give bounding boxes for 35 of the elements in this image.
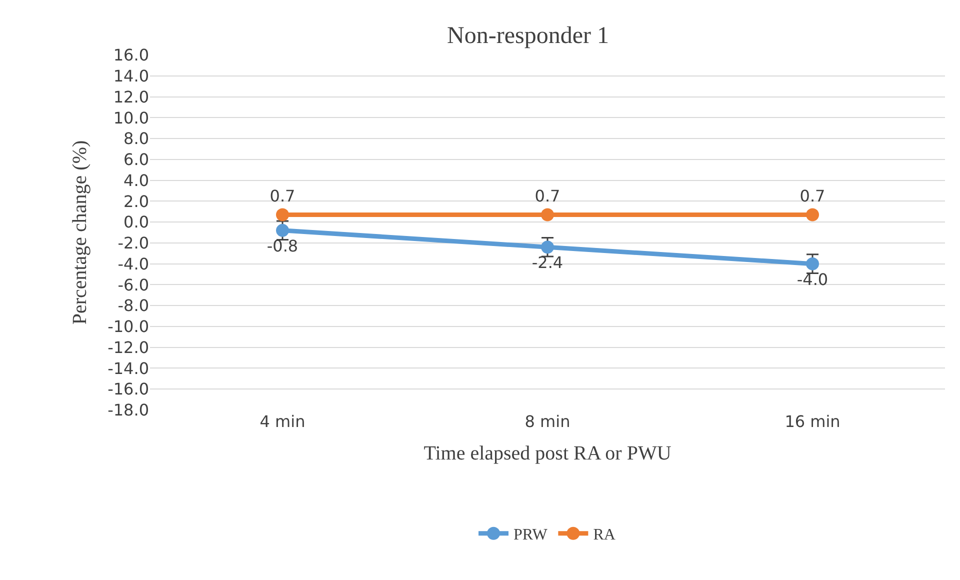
y-tick-label: -18.0 xyxy=(108,400,149,420)
chart-title: Non-responder 1 xyxy=(447,22,609,49)
y-tick-label: 14.0 xyxy=(113,66,149,86)
x-tick-label: 16 min xyxy=(784,412,840,431)
point xyxy=(541,208,554,222)
y-tick-label: -12.0 xyxy=(108,338,149,357)
y-tick-label: 8.0 xyxy=(124,129,149,148)
y-axis-title: Percentage change (%) xyxy=(69,140,92,325)
y-tick-label: -2.0 xyxy=(118,234,149,253)
legend-label: PRW xyxy=(514,526,548,544)
x-axis-title: Time elapsed post RA or PWU xyxy=(424,442,672,464)
y-tick-label: 4.0 xyxy=(124,170,149,190)
y-tick-label: 6.0 xyxy=(124,150,149,170)
data-label: -2.4 xyxy=(532,253,564,272)
y-tick-label: -14.0 xyxy=(108,358,149,378)
y-tick-label: -16.0 xyxy=(108,380,149,399)
point xyxy=(806,208,819,222)
data-label: -4.0 xyxy=(796,270,828,289)
y-tick-label: -4.0 xyxy=(118,254,149,274)
legend-label: RA xyxy=(593,526,616,544)
y-tick-label: -10.0 xyxy=(108,317,149,336)
point xyxy=(276,208,289,222)
y-tick-label: 10.0 xyxy=(113,108,149,128)
data-label: 0.7 xyxy=(270,186,296,206)
y-tick-label: 0.0 xyxy=(124,212,149,232)
data-label: 0.7 xyxy=(800,186,826,206)
y-tick-label: -8.0 xyxy=(118,296,149,316)
data-label: 0.7 xyxy=(534,186,560,206)
y-tick-label: 16.0 xyxy=(113,46,149,65)
x-tick-label: 8 min xyxy=(524,412,570,431)
y-tick-label: -6.0 xyxy=(118,275,149,294)
x-tick-label: 4 min xyxy=(260,412,306,431)
y-tick-label: 12.0 xyxy=(113,87,149,106)
y-tick-label: 2.0 xyxy=(124,192,149,211)
data-label: -0.8 xyxy=(266,236,298,256)
